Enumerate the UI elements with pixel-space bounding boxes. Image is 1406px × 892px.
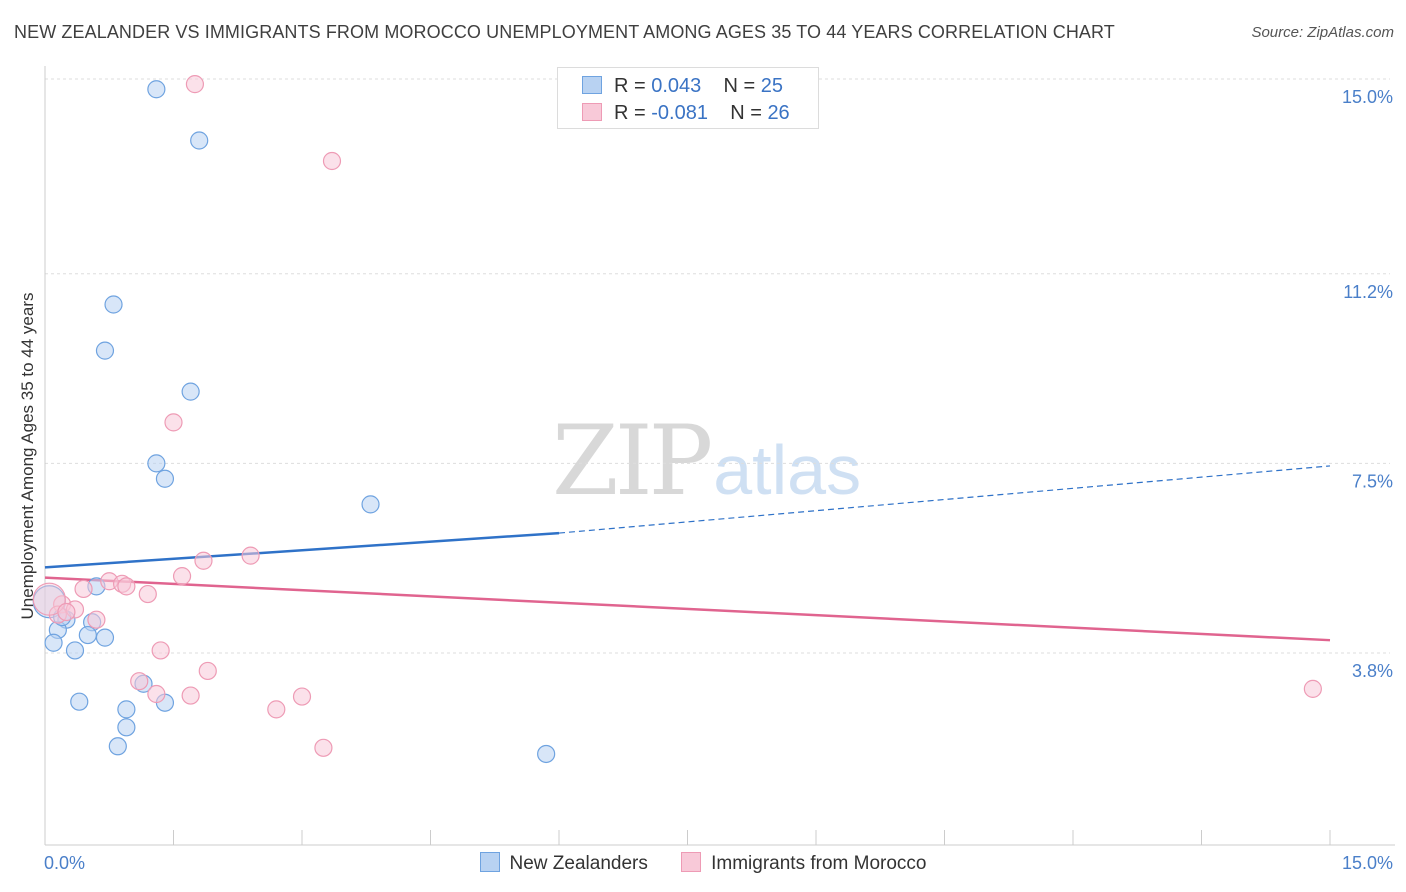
- y-tick-label-2: 7.5%: [1352, 471, 1393, 491]
- point-new-zealanders-12: [78, 625, 97, 645]
- point-morocco-8: [117, 577, 136, 596]
- y-tick-label-3: 3.8%: [1352, 661, 1393, 681]
- point-morocco-15: [151, 641, 170, 660]
- point-new-zealanders-7: [361, 495, 380, 514]
- point-morocco-24: [32, 582, 66, 616]
- x-tick-label-max: 15.0%: [1342, 853, 1393, 873]
- legend-item-morocco: Immigrants from Morocco: [681, 852, 927, 875]
- point-morocco-19: [181, 686, 200, 705]
- point-morocco-1: [322, 151, 342, 171]
- point-morocco-16: [198, 661, 217, 681]
- point-new-zealanders-3: [95, 341, 115, 360]
- r-value-morocco: -0.081: [651, 102, 708, 124]
- point-morocco-25: [57, 602, 76, 622]
- point-new-zealanders-19: [117, 700, 136, 719]
- legend-row-morocco: R = -0.081 N = 26: [582, 102, 790, 126]
- legend-row-new-zealanders: R = 0.043 N = 25: [582, 75, 783, 99]
- chart-title: NEW ZEALANDER VS IMMIGRANTS FROM MOROCCO…: [14, 22, 1115, 42]
- point-new-zealanders-1: [190, 131, 209, 150]
- trend-line-new-zealanders: [44, 531, 560, 569]
- r-value-new-zealanders: 0.043: [651, 75, 702, 97]
- point-new-zealanders-15: [65, 641, 85, 660]
- point-morocco-3: [241, 546, 260, 565]
- point-morocco-23: [1303, 679, 1322, 698]
- point-new-zealanders-0: [147, 80, 166, 99]
- point-new-zealanders-5: [147, 454, 166, 473]
- trend-line-new-zealanders-extension: [558, 465, 1331, 534]
- point-new-zealanders-6: [155, 469, 175, 488]
- y-tick-label-0: 15.0%: [1342, 87, 1393, 107]
- series-legend: New Zealanders Immigrants from Morocco: [0, 852, 1406, 875]
- y-tick-label-1: 11.2%: [1343, 282, 1393, 302]
- axes: [44, 66, 1395, 846]
- legend-label-morocco: Immigrants from Morocco: [711, 853, 927, 874]
- point-morocco-0: [185, 75, 205, 94]
- x-tick-label-min: 0.0%: [44, 853, 85, 873]
- legend-item-new-zealanders: New Zealanders: [479, 852, 648, 875]
- point-morocco-2: [164, 413, 183, 432]
- point-morocco-18: [147, 684, 166, 704]
- legend-box-morocco: [681, 852, 702, 872]
- n-value-new-zealanders: 25: [760, 75, 784, 97]
- point-new-zealanders-13: [95, 628, 115, 647]
- legend-label-new-zealanders: New Zealanders: [509, 853, 648, 874]
- point-new-zealanders-21: [108, 737, 127, 756]
- zipatlas-watermark: ZIPatlas: [552, 405, 862, 517]
- correlation-legend: R = 0.043 N = 25 R = -0.081 N = 26: [557, 67, 819, 129]
- point-morocco-20: [292, 687, 312, 706]
- point-new-zealanders-17: [70, 692, 89, 711]
- point-morocco-17: [130, 672, 149, 691]
- point-morocco-5: [172, 567, 192, 586]
- point-morocco-4: [194, 551, 213, 570]
- legend-swatch-new-zealanders: [582, 76, 602, 94]
- point-new-zealanders-22: [537, 744, 556, 764]
- source-label: Source: ZipAtlas.com: [1251, 24, 1394, 41]
- point-morocco-21: [267, 700, 286, 719]
- tick-labels: 15.0% 11.2% 7.5% 3.8% 0.0% 15.0%: [44, 87, 1393, 873]
- point-new-zealanders-2: [104, 295, 123, 314]
- point-morocco-9: [74, 579, 93, 599]
- legend-box-new-zealanders: [479, 852, 500, 872]
- point-new-zealanders-20: [117, 718, 136, 737]
- trend-lines: [44, 465, 1331, 642]
- legend-swatch-morocco: [582, 103, 602, 121]
- point-new-zealanders-14: [44, 633, 63, 652]
- n-value-morocco: 26: [767, 102, 790, 124]
- trend-line-morocco: [44, 576, 1331, 642]
- point-morocco-10: [138, 584, 157, 604]
- data-points: [32, 75, 1322, 764]
- point-morocco-14: [87, 610, 106, 629]
- point-morocco-22: [314, 738, 333, 757]
- point-new-zealanders-4: [181, 382, 200, 401]
- grid-lines: [45, 78, 1390, 654]
